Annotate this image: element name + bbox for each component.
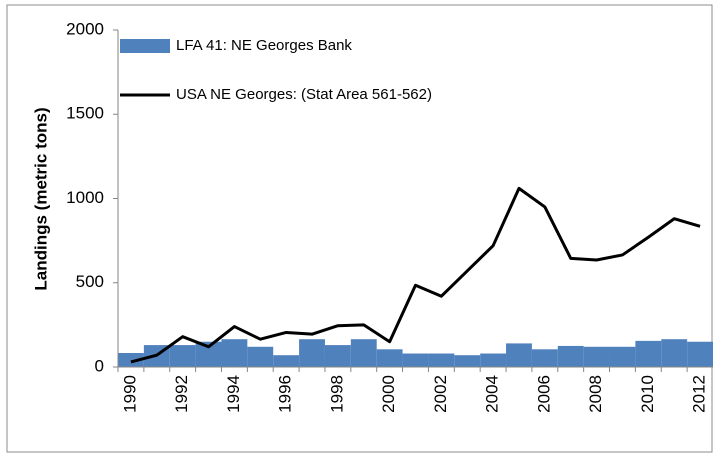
bar <box>480 353 507 367</box>
y-axis-label: Landings (metric tons) <box>31 107 50 290</box>
bar <box>583 346 610 367</box>
legend-label: LFA 41: NE Georges Bank <box>176 37 352 54</box>
y-tick-label: 500 <box>76 272 104 291</box>
x-tick-label: 2010 <box>638 375 657 413</box>
x-tick-label: 2006 <box>534 375 553 413</box>
bar <box>118 353 144 367</box>
x-tick-label: 2002 <box>431 375 450 413</box>
bar <box>299 339 325 367</box>
bar <box>221 339 248 367</box>
legend: LFA 41: NE Georges Bank USA NE Georges: (… <box>120 37 432 103</box>
x-tick-label: 1994 <box>224 375 243 413</box>
bar <box>350 339 377 367</box>
bar <box>273 355 300 367</box>
bar <box>428 353 455 367</box>
y-tick-label: 0 <box>95 356 104 375</box>
bar <box>635 340 662 367</box>
x-tick-label: 1996 <box>276 375 295 413</box>
bar <box>324 345 351 367</box>
x-tick-label: 1998 <box>327 375 346 413</box>
bar <box>609 346 636 367</box>
line <box>130 186 701 364</box>
bar <box>557 345 584 367</box>
x-tick-label: 1992 <box>172 375 191 413</box>
x-tick-label: 2000 <box>379 375 398 413</box>
y-tick-label: 1500 <box>66 104 104 123</box>
bar <box>531 349 558 367</box>
bar <box>454 355 481 367</box>
x-tick-label: 2012 <box>690 375 709 413</box>
bar <box>687 341 713 367</box>
x-tick-label: 2004 <box>483 375 502 413</box>
y-tick-label: 2000 <box>66 19 104 38</box>
bar <box>247 346 274 367</box>
x-tick-label: 1990 <box>120 375 139 413</box>
x-tick-label: 2008 <box>586 375 605 413</box>
legend-swatch <box>120 39 170 53</box>
bar <box>402 353 429 367</box>
y-tick-label: 1000 <box>66 188 104 207</box>
bar <box>376 349 403 367</box>
bar <box>169 345 196 367</box>
bar <box>506 343 532 367</box>
bar <box>661 339 688 367</box>
legend-label: USA NE Georges: (Stat Area 561-562) <box>176 86 432 103</box>
chart-frame <box>6 4 713 453</box>
